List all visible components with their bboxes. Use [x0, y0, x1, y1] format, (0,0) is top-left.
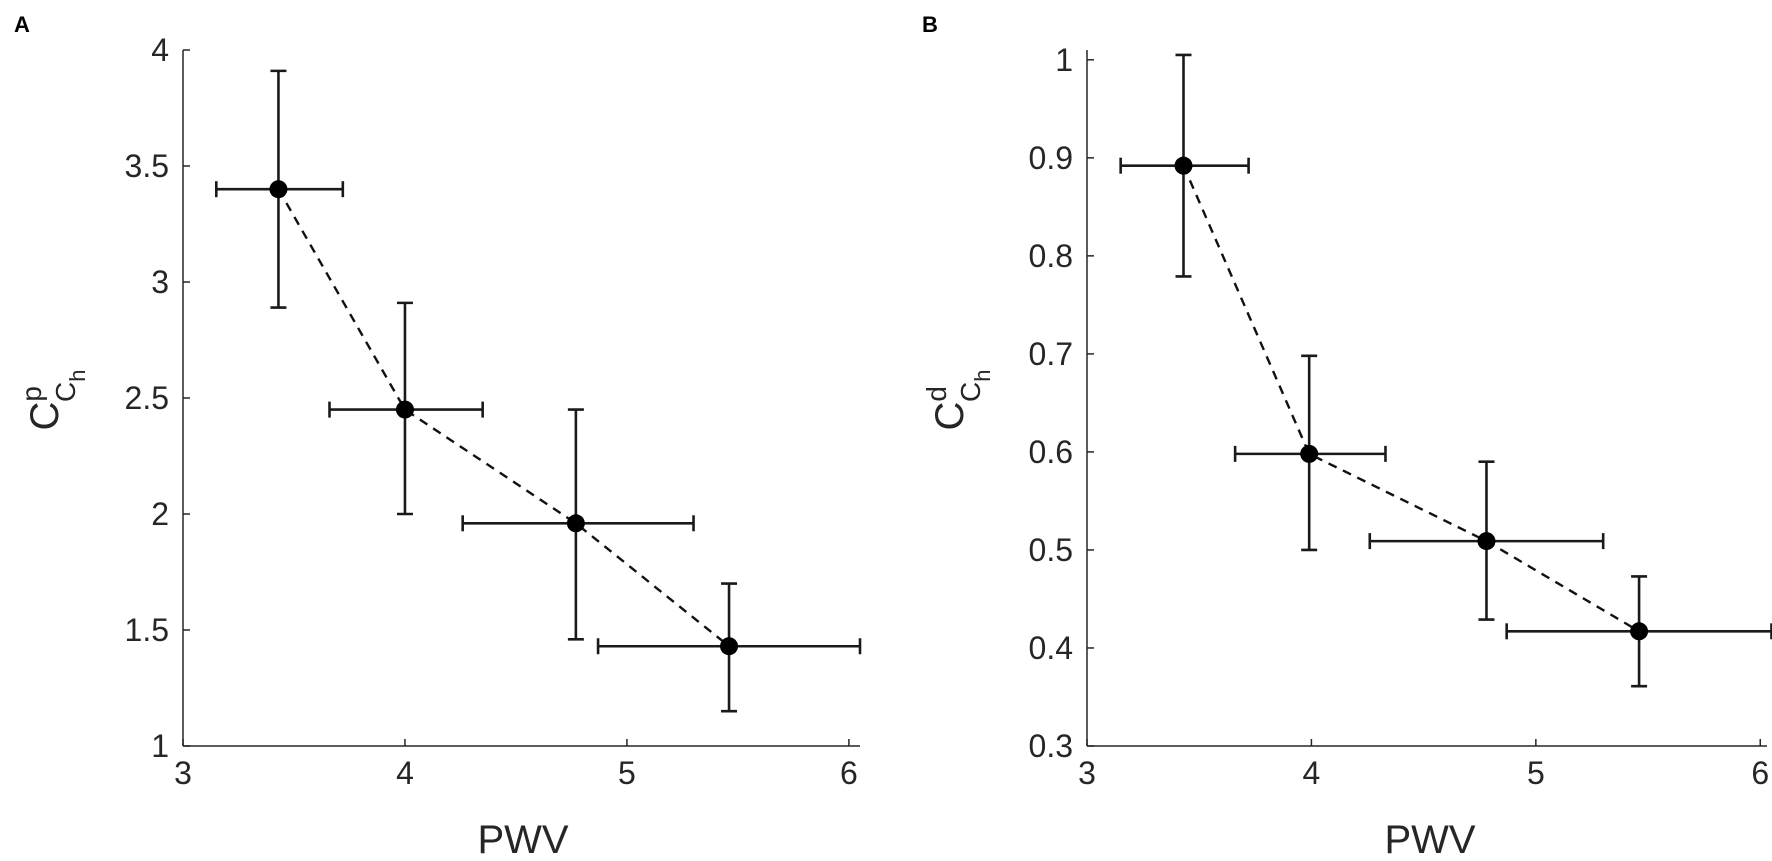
dashed-fit-line-b: [1182, 165, 1640, 633]
data-point-group-a: [328, 301, 484, 516]
x-tick-label-b: 6: [1751, 755, 1769, 791]
x-tick-label-b: 4: [1303, 755, 1321, 791]
x-tick-label-a: 6: [840, 755, 858, 791]
data-point-group-a: [214, 69, 345, 309]
y-tick-label-b: 0.4: [1029, 630, 1073, 666]
y-tick-label-b: 0.6: [1029, 434, 1073, 470]
data-point-b: [1300, 444, 1319, 463]
y-label-sup-b: d: [921, 386, 952, 402]
y-label-sup-a: p: [16, 386, 47, 402]
y-tick-label-b: 1: [1055, 42, 1073, 78]
y-label-subsub-a: h: [65, 370, 90, 382]
data-point-b: [1630, 622, 1649, 641]
data-point-group-b: [1505, 575, 1772, 688]
y-label-base-a: C: [23, 402, 67, 431]
data-point-group-b: [1119, 53, 1250, 278]
dashed-fit-line-a: [277, 188, 730, 648]
y-tick-label-a: 3.5: [125, 148, 169, 184]
y-tick-label-a: 3: [151, 264, 169, 300]
data-point-b: [1477, 532, 1496, 551]
data-point-a: [269, 180, 288, 199]
y-tick-label-b: 0.9: [1029, 140, 1073, 176]
x-tick-label-a: 3: [174, 755, 192, 791]
y-tick-label-a: 1.5: [125, 612, 169, 648]
panel-a: A 3 4 5 6 1 1.5 2 2.5 3 3.5 4 PWV Cp Ch: [14, 12, 862, 861]
x-tick-label-b: 5: [1527, 755, 1545, 791]
y-tick-label-b: 0.7: [1029, 336, 1073, 372]
data-point-a: [566, 514, 585, 533]
data-point-group-a: [596, 582, 862, 713]
plot-area-a: 3 4 5 6 1 1.5 2 2.5 3 3.5 4: [125, 32, 862, 791]
y-tick-label-b: 0.5: [1029, 532, 1073, 568]
y-label-sub-a: C: [50, 382, 81, 402]
y-tick-label-b: 0.8: [1029, 238, 1073, 274]
panel-label-a: A: [14, 12, 30, 37]
y-label-base-b: C: [928, 402, 972, 431]
y-tick-label-a: 4: [151, 32, 169, 68]
y-tick-label-a: 2: [151, 496, 169, 532]
plot-area-b: 3 4 5 6 0.3 0.4 0.5 0.6 0.7 0.8 0.9 1: [1029, 42, 1772, 791]
x-axis-label-a: PWV: [477, 818, 568, 861]
data-point-b: [1174, 156, 1193, 175]
data-point-a: [720, 637, 739, 656]
x-axis-label-b: PWV: [1384, 818, 1475, 861]
y-label-sub-b: C: [955, 382, 986, 402]
data-point-group-a: [461, 408, 695, 641]
y-tick-label-a: 2.5: [125, 380, 169, 416]
y-axis-label-a: Cp Ch: [16, 370, 90, 431]
panel-label-b: B: [922, 12, 938, 37]
panel-b: B 3 4 5 6 0.3 0.4 0.5 0.6 0.7 0.8 0.9 1 PWV Cd Ch: [921, 12, 1772, 861]
data-point-group-b: [1233, 354, 1387, 552]
data-point-group-b: [1368, 460, 1605, 621]
y-axis-label-b: Cd Ch: [921, 370, 995, 431]
x-tick-label-a: 4: [396, 755, 414, 791]
y-tick-label-a: 1: [151, 728, 169, 764]
data-point-a: [395, 400, 414, 419]
x-tick-label-b: 3: [1078, 755, 1096, 791]
x-tick-label-a: 5: [618, 755, 636, 791]
y-label-subsub-b: h: [970, 370, 995, 382]
y-tick-label-b: 0.3: [1029, 728, 1073, 764]
